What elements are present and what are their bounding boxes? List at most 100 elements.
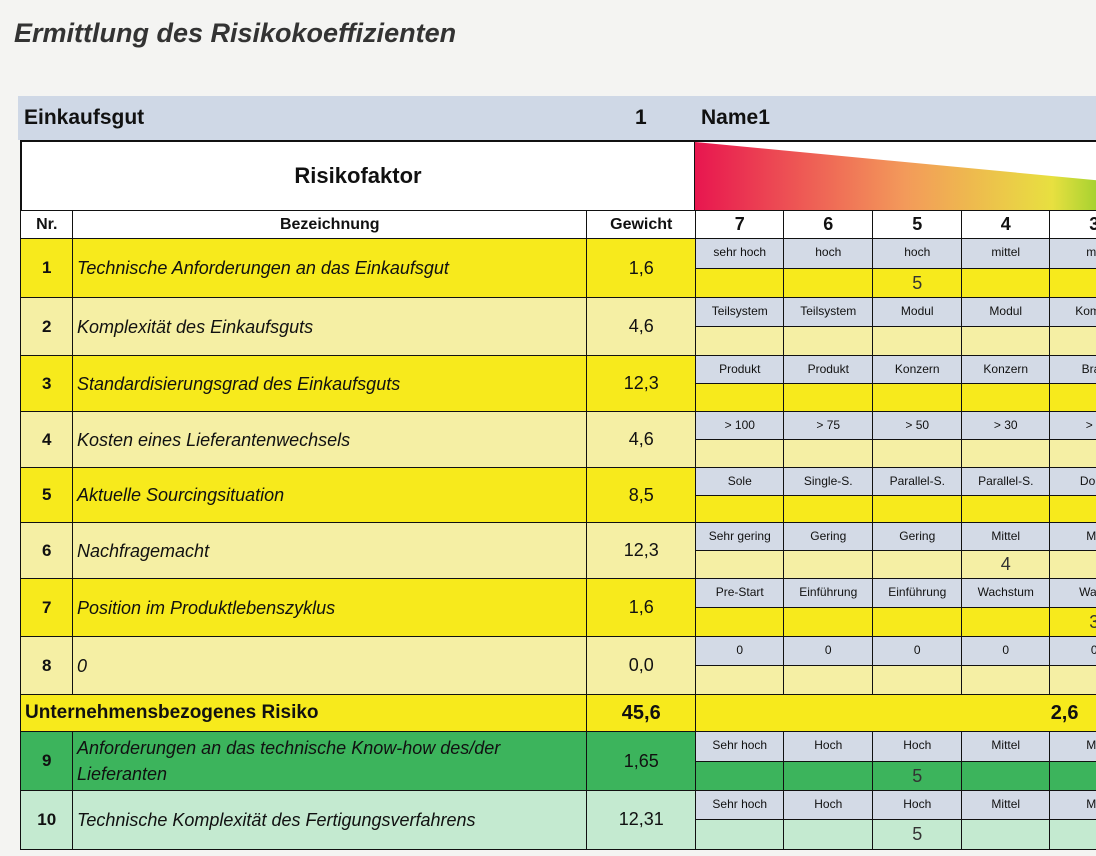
risk-factor-name: Kosten eines Lieferantenwechsels: [72, 411, 588, 469]
score-value-cell[interactable]: [1049, 268, 1096, 299]
purchase-item-number: 1: [635, 106, 647, 129]
score-value-cell[interactable]: [872, 439, 963, 469]
score-option-label: hoch: [872, 238, 963, 270]
score-value-cell[interactable]: [1049, 761, 1096, 792]
score-option-label: > 75: [783, 411, 874, 441]
score-option-label: Mit: [1049, 731, 1096, 763]
score-value-cell[interactable]: [872, 383, 963, 413]
row-number: 8: [20, 636, 74, 696]
score-option-label: > 100: [695, 411, 785, 441]
score-option-label: Gering: [783, 522, 874, 552]
score-value-cell[interactable]: [1049, 550, 1096, 580]
score-value-cell[interactable]: [961, 268, 1051, 299]
score-value-cell[interactable]: [961, 819, 1051, 850]
score-option-label: 0: [695, 636, 785, 667]
purchase-item-name: Name1: [701, 106, 770, 129]
score-option-label: Teilsystem: [695, 297, 785, 328]
risk-factor-weight: 1,65: [586, 731, 697, 792]
score-option-label: Modul: [961, 297, 1051, 328]
risk-factor-name: 0: [72, 636, 588, 696]
risk-gradient: [695, 140, 1096, 212]
score-option-label: 0: [783, 636, 874, 667]
score-value-cell[interactable]: 5: [872, 268, 963, 299]
score-value-cell[interactable]: [783, 761, 874, 792]
score-option-label: > 50: [872, 411, 963, 441]
column-header-nr: Nr.: [20, 210, 74, 240]
score-value-cell[interactable]: [783, 268, 874, 299]
score-value-cell[interactable]: [872, 665, 963, 696]
risk-factor-weight: 4,6: [586, 411, 697, 469]
score-option-label: Wach: [1049, 578, 1096, 609]
score-option-label: Teilsystem: [783, 297, 874, 328]
score-value-cell[interactable]: [695, 439, 785, 469]
score-option-label: Mit: [1049, 522, 1096, 552]
column-header-score: 5: [872, 210, 963, 240]
score-value-cell[interactable]: [783, 383, 874, 413]
score-value-cell[interactable]: [783, 495, 874, 524]
score-value-cell[interactable]: [1049, 326, 1096, 357]
score-value-cell[interactable]: [872, 550, 963, 580]
score-value-cell[interactable]: [1049, 383, 1096, 413]
score-value-cell[interactable]: [783, 326, 874, 357]
score-value-cell[interactable]: [1049, 439, 1096, 469]
risk-factor-weight: 12,3: [586, 522, 697, 580]
score-value-cell[interactable]: [961, 439, 1051, 469]
score-value-cell[interactable]: [695, 383, 785, 413]
risk-gradient-triangle: [695, 142, 1096, 212]
score-value-cell[interactable]: [695, 495, 785, 524]
score-option-label: Single-S.: [783, 467, 874, 497]
score-value-cell[interactable]: [695, 607, 785, 638]
score-value-cell[interactable]: [1049, 665, 1096, 696]
score-value-cell[interactable]: 5: [872, 819, 963, 850]
score-value-cell[interactable]: [961, 495, 1051, 524]
row-number: 7: [20, 578, 74, 638]
score-value-cell[interactable]: [783, 439, 874, 469]
score-option-label: Parallel-S.: [872, 467, 963, 497]
score-option-label: Gering: [872, 522, 963, 552]
score-value-cell[interactable]: [695, 665, 785, 696]
column-header-score: 6: [783, 210, 874, 240]
column-header-score: 4: [961, 210, 1051, 240]
score-value-cell[interactable]: [961, 761, 1051, 792]
column-header-score: 3: [1049, 210, 1096, 240]
score-value-cell[interactable]: [783, 665, 874, 696]
score-value-cell[interactable]: [695, 819, 785, 850]
row-number: 3: [20, 355, 74, 413]
score-option-label: Produkt: [783, 355, 874, 385]
score-option-label: Konzern: [872, 355, 963, 385]
score-value-cell[interactable]: [695, 268, 785, 299]
score-value-cell[interactable]: [783, 607, 874, 638]
score-value-cell[interactable]: [695, 761, 785, 792]
score-option-label: mittel: [961, 238, 1051, 270]
score-option-label: Hoch: [872, 790, 963, 821]
score-option-label: Einführung: [783, 578, 874, 609]
score-value-cell[interactable]: 5: [872, 761, 963, 792]
score-value-cell[interactable]: [1049, 495, 1096, 524]
purchase-item-header: Einkaufsgut 1 Name1: [18, 96, 1096, 140]
score-value-cell[interactable]: [1049, 819, 1096, 850]
row-number: 2: [20, 297, 74, 357]
score-option-label: Doub: [1049, 467, 1096, 497]
score-value-cell[interactable]: [783, 550, 874, 580]
score-value-cell[interactable]: [961, 665, 1051, 696]
score-option-label: Mittel: [961, 731, 1051, 763]
summary-label: Unternehmensbezogenes Risiko: [20, 694, 588, 733]
score-option-label: Mit: [1049, 790, 1096, 821]
score-value-cell[interactable]: [695, 326, 785, 357]
score-value-cell[interactable]: [961, 607, 1051, 638]
section-title: Risikofaktor: [20, 140, 696, 212]
score-option-label: 0: [872, 636, 963, 667]
score-option-label: Sehr hoch: [695, 790, 785, 821]
score-value-cell[interactable]: [783, 819, 874, 850]
score-value-cell[interactable]: [695, 550, 785, 580]
score-value-cell[interactable]: [872, 326, 963, 357]
score-value-cell[interactable]: 4: [961, 550, 1051, 580]
score-option-label: Einführung: [872, 578, 963, 609]
score-value-cell[interactable]: [872, 607, 963, 638]
score-value-cell[interactable]: [961, 326, 1051, 357]
row-number: 9: [20, 731, 74, 792]
score-option-label: mit: [1049, 238, 1096, 270]
score-value-cell[interactable]: [872, 495, 963, 524]
score-value-cell[interactable]: 3: [1049, 607, 1096, 638]
score-value-cell[interactable]: [961, 383, 1051, 413]
